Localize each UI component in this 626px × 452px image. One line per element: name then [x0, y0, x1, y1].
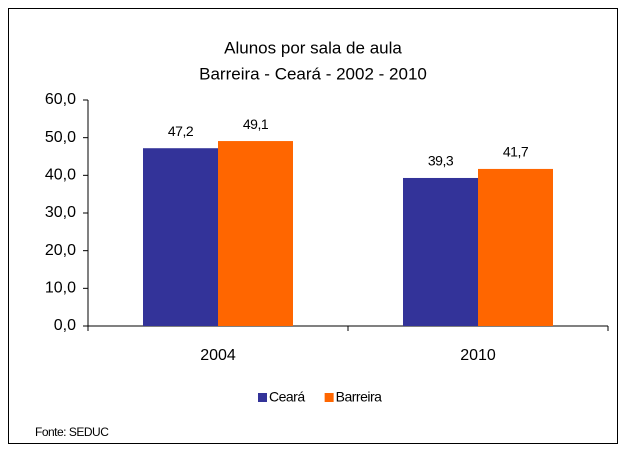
legend-swatch — [258, 393, 267, 402]
value-label: 41,7 — [503, 144, 529, 160]
y-tick-label: 10,0 — [45, 280, 76, 297]
bar — [403, 177, 478, 326]
x-tick-label: 2010 — [460, 347, 496, 364]
value-label: 39,3 — [428, 153, 454, 169]
y-tick-label: 20,0 — [45, 242, 76, 259]
y-tick-label: 60,0 — [45, 91, 76, 108]
x-tick-label: 2004 — [200, 347, 236, 364]
legend-label: Barreira — [336, 389, 383, 405]
y-tick-label: 0,0 — [54, 317, 76, 334]
y-tick-label: 40,0 — [45, 167, 76, 184]
value-label: 49,1 — [243, 116, 269, 132]
bar — [143, 148, 218, 326]
legend-label: Ceará — [269, 389, 305, 405]
y-tick-label: 50,0 — [45, 129, 76, 146]
chart-subtitle: Barreira - Ceará - 2002 - 2010 — [199, 64, 427, 83]
source-note: Fonte: SEDUC — [35, 425, 109, 439]
y-tick-label: 30,0 — [45, 204, 76, 221]
legend-swatch — [324, 393, 334, 402]
chart-title: Alunos por sala de aula — [224, 38, 402, 57]
value-label: 47,2 — [168, 123, 194, 139]
bar — [218, 141, 293, 326]
bar — [478, 168, 553, 326]
